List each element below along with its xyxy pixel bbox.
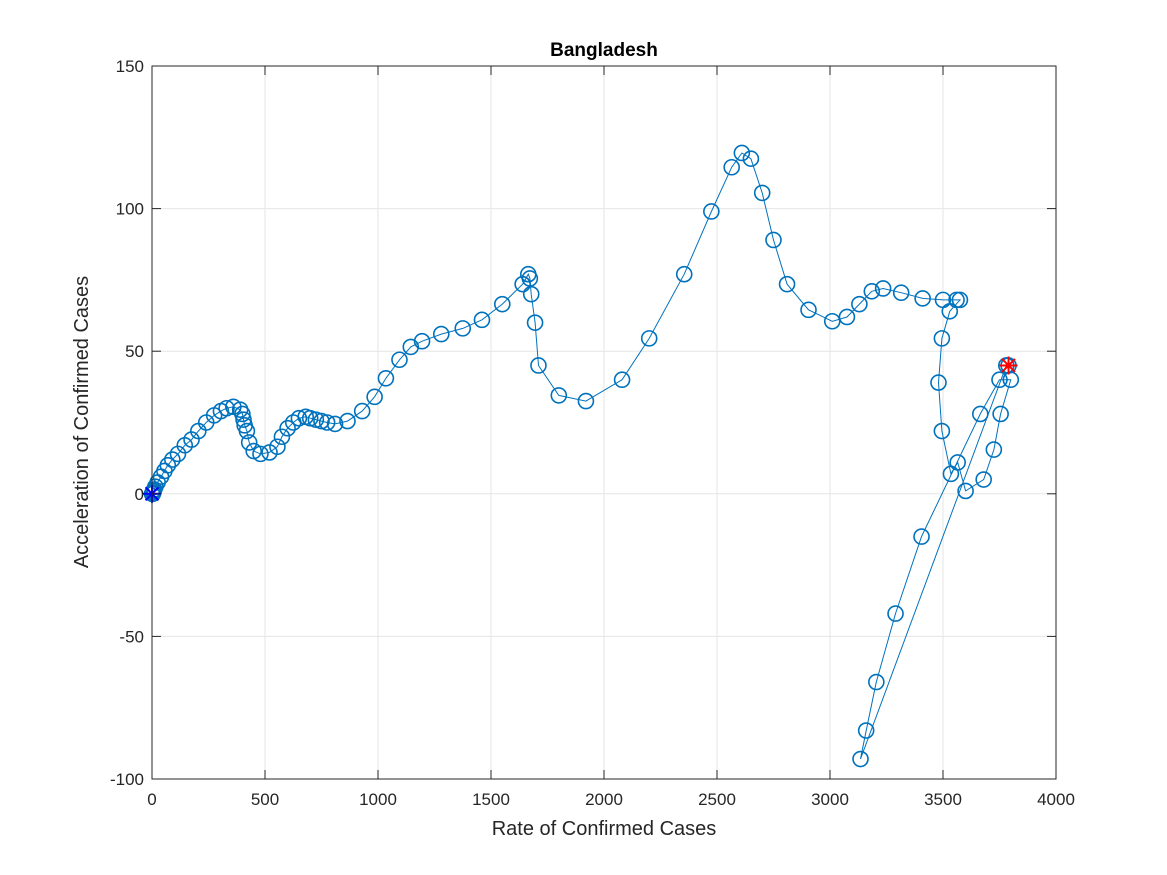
data-point	[252, 445, 269, 463]
data-point	[279, 419, 296, 437]
x-tick-label: 500	[251, 790, 279, 809]
data-point	[164, 451, 181, 468]
data-point	[851, 295, 868, 313]
data-point	[159, 456, 177, 474]
tick-marks	[151, 65, 1057, 780]
data-point	[339, 412, 356, 430]
data-point	[218, 399, 235, 417]
data-point	[949, 454, 966, 471]
data-point	[985, 441, 1003, 458]
data-point	[778, 275, 796, 293]
end-marker	[999, 356, 1018, 375]
data-point	[493, 295, 511, 313]
data-point	[765, 231, 782, 249]
grid-lines	[151, 65, 1057, 780]
x-tick-label: 2000	[585, 790, 623, 809]
y-tick-label: 50	[125, 342, 144, 361]
data-point	[957, 482, 974, 500]
data-point	[723, 158, 740, 176]
data-point	[887, 605, 904, 622]
data-point	[823, 312, 841, 330]
x-tick-label: 3500	[924, 790, 962, 809]
data-point	[733, 144, 751, 162]
data-point	[640, 330, 658, 347]
data-point	[933, 422, 951, 440]
data-point	[530, 357, 547, 374]
data-point	[933, 330, 951, 347]
y-tick-label: 0	[135, 485, 144, 504]
x-tick-label: 0	[147, 790, 156, 809]
data-point	[613, 371, 631, 389]
data-point	[326, 415, 344, 433]
data-point	[857, 722, 875, 739]
x-tick-label: 3000	[811, 790, 849, 809]
data-point	[290, 409, 308, 427]
data-point	[432, 325, 450, 343]
x-tick-label: 1500	[472, 790, 510, 809]
data-point	[550, 387, 568, 404]
data-point	[951, 291, 969, 309]
y-tick-label: 100	[116, 200, 144, 219]
data-point	[992, 405, 1009, 423]
y-tick-label: 150	[116, 57, 144, 76]
data-point	[240, 434, 258, 451]
y-tick-label: -100	[110, 770, 144, 789]
data-point	[800, 301, 817, 319]
data-point	[914, 290, 931, 307]
data-point	[235, 411, 252, 428]
data-point	[377, 369, 395, 387]
data-point	[366, 388, 383, 406]
y-tick-label: -50	[119, 627, 144, 646]
data-point	[838, 308, 856, 326]
data-point	[238, 422, 256, 440]
data-point	[413, 332, 431, 350]
data-point	[975, 471, 992, 488]
data-point	[868, 673, 885, 691]
data-point	[892, 284, 910, 302]
data-point	[930, 374, 947, 391]
data-point	[874, 280, 892, 297]
data-point	[526, 314, 544, 331]
x-tick-label: 1000	[359, 790, 397, 809]
y-axis-label: Acceleration of Confirmed Cases	[71, 276, 93, 568]
data-point	[577, 392, 595, 410]
data-point	[391, 351, 408, 369]
data-point	[473, 311, 491, 329]
data-point	[753, 184, 771, 202]
data-point	[863, 283, 881, 300]
data-point	[941, 302, 959, 320]
data-point	[234, 405, 251, 423]
data-point	[991, 371, 1008, 389]
tick-labels: 0 500 1000 1500 2000 2500 3000 3500 400015010050…	[110, 57, 1075, 809]
data-point	[913, 528, 930, 545]
data-point	[318, 414, 336, 431]
data-point	[269, 438, 286, 456]
data-point	[353, 402, 371, 420]
data-point	[971, 405, 989, 423]
x-tick-label: 4000	[1037, 790, 1075, 809]
data-point	[522, 285, 540, 303]
x-tick-label: 2500	[698, 790, 736, 809]
data-point	[675, 265, 693, 283]
data-point	[852, 750, 869, 768]
end-marker-stroke	[1001, 358, 1016, 373]
data-point	[703, 203, 720, 220]
chart-title: Bangladesh	[550, 40, 658, 61]
data-point	[454, 320, 472, 337]
data-point	[273, 428, 291, 446]
x-axis-label: Rate of Confirmed Cases	[492, 818, 717, 840]
data-point	[742, 150, 760, 167]
